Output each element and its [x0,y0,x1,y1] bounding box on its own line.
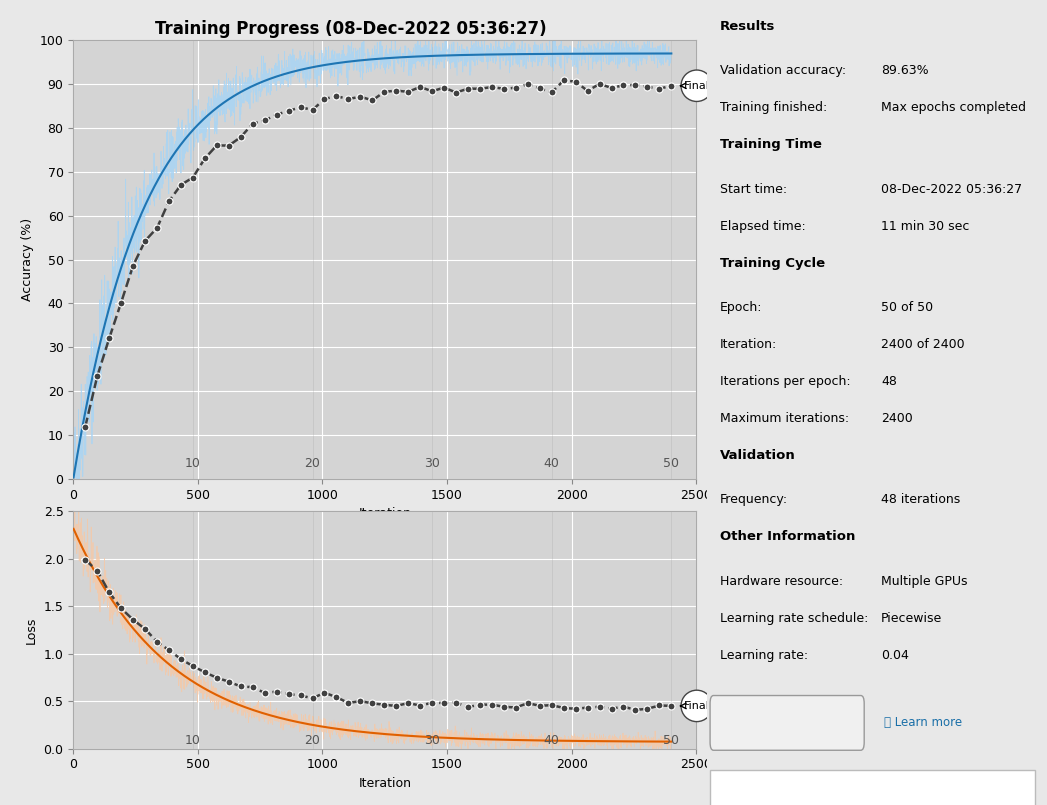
Text: Frequency:: Frequency: [720,493,788,506]
X-axis label: Iteration: Iteration [358,507,411,520]
Y-axis label: Loss: Loss [25,616,38,644]
Text: Training Progress (08-Dec-2022 05:36:27): Training Progress (08-Dec-2022 05:36:27) [155,20,547,38]
Text: Validation accuracy:: Validation accuracy: [720,64,846,77]
Text: 20: 20 [305,457,320,470]
Text: Accuracy: Accuracy [727,799,795,805]
Text: Other Information: Other Information [720,530,855,543]
Text: 50: 50 [664,733,680,747]
Text: 2400 of 2400: 2400 of 2400 [881,338,964,351]
Text: Results: Results [720,20,776,33]
Text: 48 iterations: 48 iterations [881,493,960,506]
Text: 50 of 50: 50 of 50 [881,301,933,314]
Text: 40: 40 [543,733,560,747]
Text: Final: Final [684,701,710,711]
Text: 48: 48 [881,375,897,388]
Text: Piecewise: Piecewise [881,612,942,625]
Text: Maximum iterations:: Maximum iterations: [720,412,849,425]
Text: 89.63%: 89.63% [881,64,929,77]
Text: Final: Final [684,80,710,91]
Text: 10: 10 [185,457,201,470]
Text: Iteration:: Iteration: [720,338,777,351]
Text: Max epochs completed: Max epochs completed [881,101,1026,114]
Text: Epoch:: Epoch: [720,301,762,314]
Text: 50: 50 [664,457,680,470]
Text: 08-Dec-2022 05:36:27: 08-Dec-2022 05:36:27 [881,183,1022,196]
Text: ⓘ Learn more: ⓘ Learn more [885,716,962,729]
Text: Multiple GPUs: Multiple GPUs [881,575,967,588]
Text: Training Time: Training Time [720,138,822,151]
Text: 20: 20 [305,733,320,747]
Y-axis label: Accuracy (%): Accuracy (%) [21,218,35,301]
FancyBboxPatch shape [710,770,1035,805]
Text: Validation: Validation [720,449,796,462]
X-axis label: Iteration: Iteration [358,777,411,790]
FancyBboxPatch shape [710,696,864,750]
Text: 40: 40 [543,457,560,470]
Text: Hardware resource:: Hardware resource: [720,575,843,588]
Text: Iterations per epoch:: Iterations per epoch: [720,375,851,388]
Text: Start time:: Start time: [720,183,787,196]
Text: Learning rate schedule:: Learning rate schedule: [720,612,869,625]
Text: Training finished:: Training finished: [720,101,827,114]
Text: 11 min 30 sec: 11 min 30 sec [881,220,970,233]
Text: Learning rate:: Learning rate: [720,649,808,662]
Text: 2400: 2400 [881,412,913,425]
Text: Elapsed time:: Elapsed time: [720,220,806,233]
Text: Training Cycle: Training Cycle [720,257,825,270]
Text: 0.04: 0.04 [881,649,909,662]
Text: 30: 30 [424,733,440,747]
Text: 10: 10 [185,733,201,747]
Text: 30: 30 [424,457,440,470]
Text: Export as Image: Export as Image [751,716,847,729]
